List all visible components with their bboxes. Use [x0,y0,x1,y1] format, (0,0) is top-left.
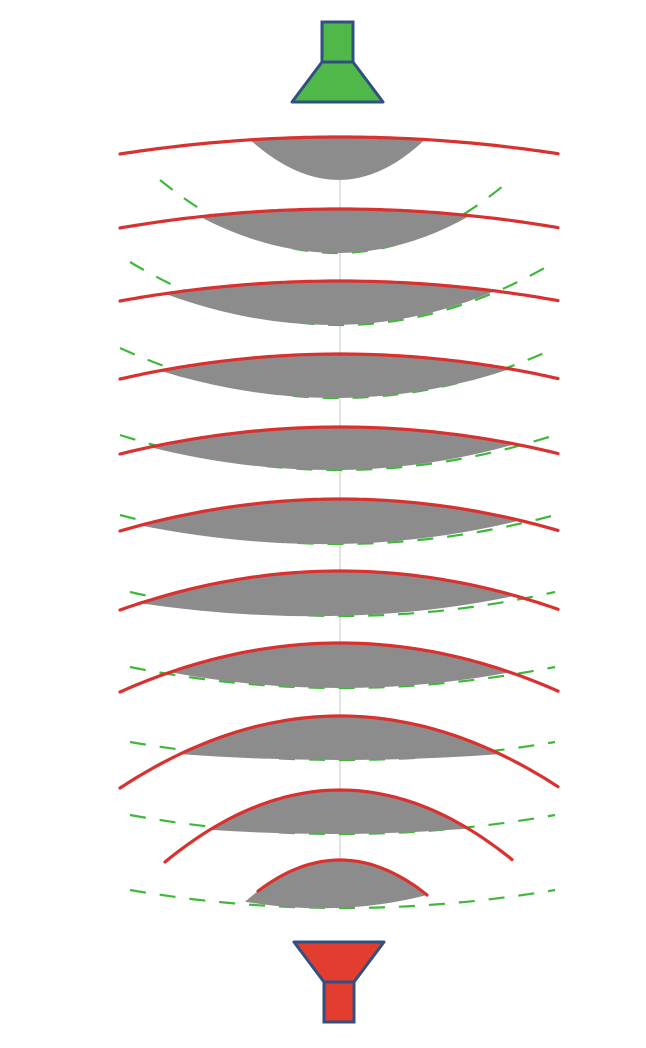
red-wavefront [163,788,514,864]
lens-4 [118,346,560,400]
overlap-lens [140,571,515,617]
lens-3 [118,261,560,327]
overlap-lens [140,499,520,545]
red-wavefront [118,425,560,456]
red-wavefront [118,714,560,790]
lens-6 [118,497,560,546]
red-wavefront [118,279,560,303]
green-wavefront [129,888,556,910]
overlap-lens [160,354,510,399]
overlap-lens [180,716,500,760]
lens-5 [118,425,560,472]
lens-9 [118,714,560,790]
overlap-lens [250,137,425,180]
red-wavefront [118,569,560,612]
overlap-lens [200,209,470,253]
red-wavefront [118,497,560,533]
lens-group [118,135,560,910]
red-wavefront [118,352,560,381]
green-horn-emitter-icon [290,20,385,104]
red-wavefront [256,858,429,897]
red-wavefront [118,641,560,694]
lens-1 [118,135,560,180]
overlap-lens [165,281,495,326]
lens-7 [118,569,560,618]
lens-2 [118,179,560,254]
green-wavefront [129,590,556,618]
lens-8 [118,641,560,694]
red-wavefront [118,135,560,156]
lens-11 [129,858,556,910]
overlap-lens [150,427,515,471]
overlap-lens [210,790,468,835]
overlap-lens [245,860,427,909]
overlap-lens [170,643,510,688]
red-horn-receiver-icon [292,940,386,1024]
red-wavefront [118,207,560,230]
lens-10 [129,788,556,864]
